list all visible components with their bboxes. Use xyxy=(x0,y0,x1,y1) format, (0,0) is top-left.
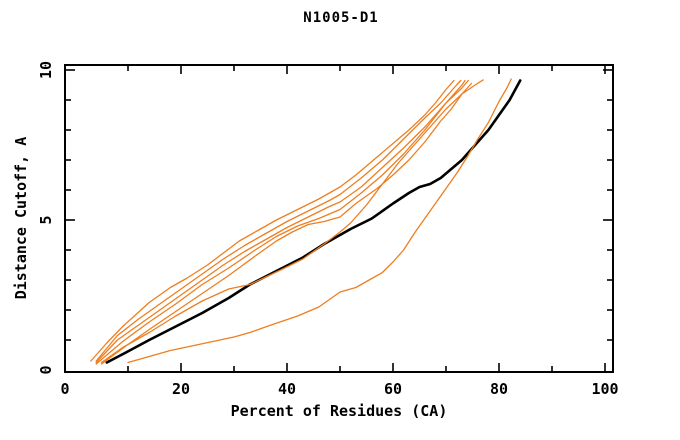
curve-orange-curve-7-low-outlier xyxy=(127,78,512,364)
x-tick-label: 40 xyxy=(278,380,296,398)
x-tick-label: 80 xyxy=(490,380,508,398)
chart-title: N1005-D1 xyxy=(303,10,379,26)
curve-orange-curve-4 xyxy=(95,79,469,365)
y-axis-label: Distance Cutoff, A xyxy=(12,136,30,300)
curve-black-reference-curve xyxy=(105,79,522,364)
curve-orange-curve-3 xyxy=(95,79,466,364)
x-tick-label: 0 xyxy=(60,380,69,398)
y-tick-label: 5 xyxy=(37,215,55,224)
x-tick-label: 20 xyxy=(172,380,190,398)
curve-orange-curve-2 xyxy=(95,79,462,362)
plot-frame xyxy=(64,64,614,373)
curve-orange-curve-6 xyxy=(100,79,484,364)
x-axis-label: Percent of Residues (CA) xyxy=(230,402,448,420)
x-tick-label: 60 xyxy=(384,380,402,398)
curve-orange-curve-1 xyxy=(90,79,455,362)
x-tick-label: 100 xyxy=(591,380,618,398)
y-tick-label: 0 xyxy=(37,365,55,374)
y-tick-label: 10 xyxy=(37,61,55,79)
curve-orange-curve-5 xyxy=(100,82,473,365)
